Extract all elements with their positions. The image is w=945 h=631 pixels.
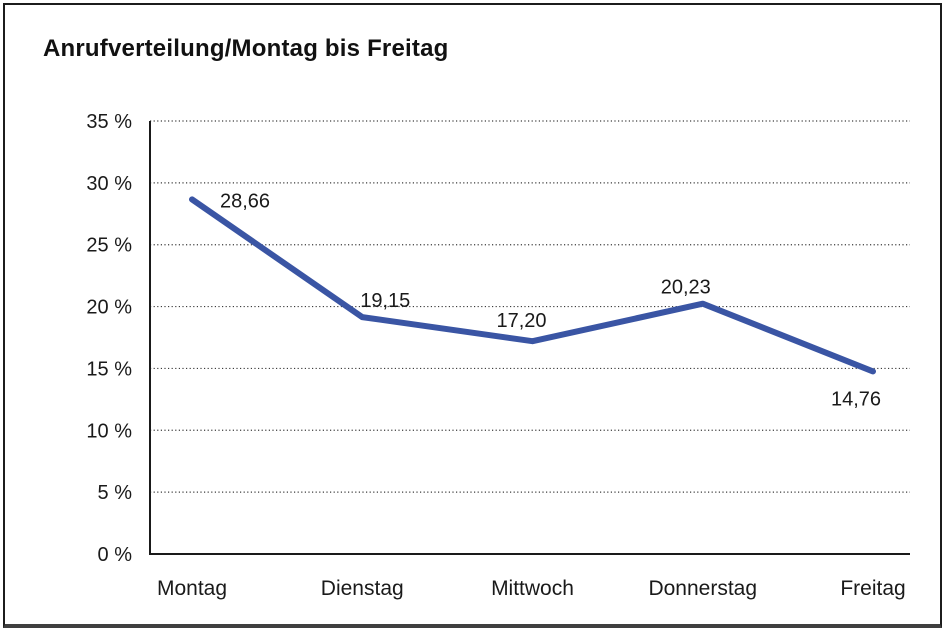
data-point-label: 17,20 [496, 310, 546, 332]
chart-title: Anrufverteilung/Montag bis Freitag [43, 35, 449, 62]
line-chart-canvas: 0 % 5 % 10 % 15 % 20 % 25 % 30 % 35 % Montag Dien… [86, 111, 910, 600]
x-category-label: Dienstag [321, 577, 404, 600]
data-point-label: 14,76 [831, 388, 881, 410]
y-tick-label: 30 % [86, 173, 132, 195]
x-category-label: Montag [157, 577, 227, 600]
chart-frame: Anrufverteilung/Montag bis Freitag 0 % 5 … [3, 3, 942, 628]
axis-line [149, 121, 910, 555]
y-tick-label: 20 % [86, 297, 132, 319]
y-tick-label: 15 % [86, 358, 132, 380]
data-point-label: 20,23 [661, 277, 711, 299]
x-category-label: Freitag [840, 577, 905, 600]
y-tick-label: 10 % [86, 420, 132, 442]
data-point-label: 28,66 [220, 190, 270, 212]
x-category-label: Mittwoch [491, 577, 574, 600]
y-tick-label: 35 % [86, 111, 132, 133]
trend-line [189, 196, 876, 375]
y-tick-label: 0 % [98, 544, 133, 566]
data-point-label: 19,15 [360, 290, 410, 312]
y-tick-label: 5 % [98, 482, 133, 504]
y-tick-label: 25 % [86, 235, 132, 257]
x-category-label: Donnerstag [648, 577, 757, 600]
